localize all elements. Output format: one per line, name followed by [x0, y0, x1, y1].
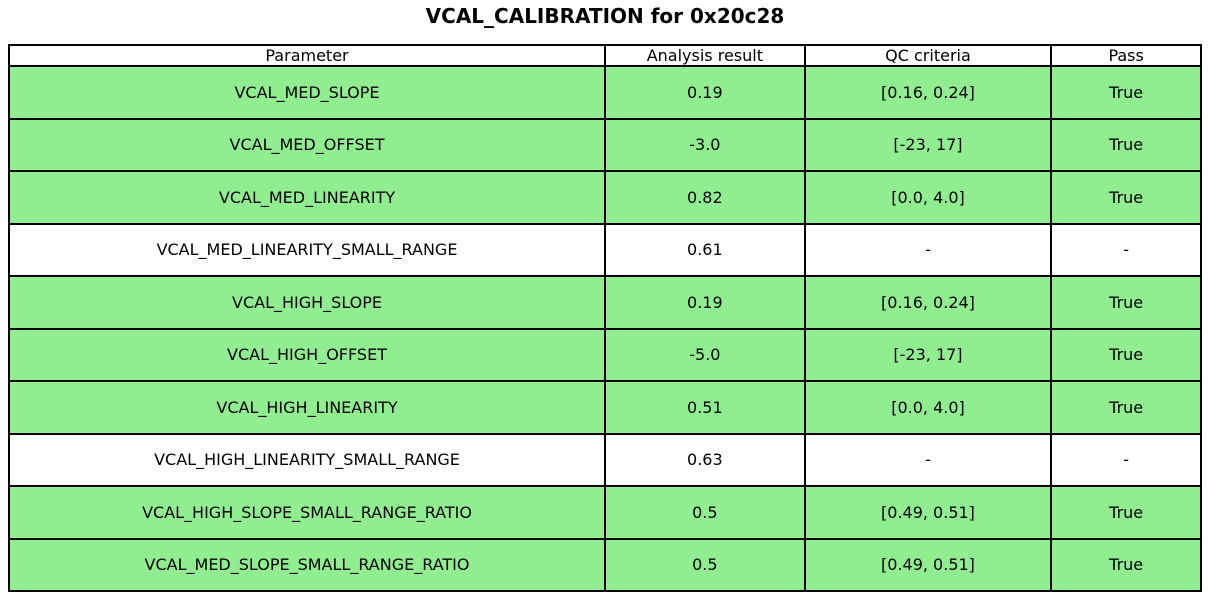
cell-parameter: VCAL_MED_SLOPE_SMALL_RANGE_RATIO	[7, 537, 607, 592]
table-body: VCAL_MED_SLOPE 0.19 [0.16, 0.24] True VCAL_M…	[7, 65, 1202, 592]
column-header-pass: Pass	[1050, 44, 1202, 67]
cell-result: -3.0	[604, 117, 806, 172]
cell-parameter: VCAL_MED_SLOPE	[7, 65, 607, 120]
cell-pass: True	[1050, 327, 1202, 382]
cell-criteria: [0.16, 0.24]	[803, 275, 1053, 330]
column-header-qc-criteria: QC criteria	[803, 44, 1053, 67]
cell-criteria: [0.49, 0.51]	[803, 537, 1053, 592]
cell-result: -5.0	[604, 327, 806, 382]
cell-criteria: [0.49, 0.51]	[803, 485, 1053, 540]
table-row: VCAL_HIGH_SLOPE 0.19 [0.16, 0.24] True	[7, 275, 1202, 330]
cell-parameter: VCAL_HIGH_SLOPE	[7, 275, 607, 330]
cell-pass: True	[1050, 65, 1202, 120]
column-header-analysis-result: Analysis result	[604, 44, 806, 67]
table-row: VCAL_HIGH_SLOPE_SMALL_RANGE_RATIO 0.5 [0.4…	[7, 485, 1202, 540]
cell-parameter: VCAL_MED_OFFSET	[7, 117, 607, 172]
cell-pass: True	[1050, 537, 1202, 592]
cell-pass: True	[1050, 380, 1202, 435]
cell-criteria: -	[803, 432, 1053, 487]
cell-result: 0.61	[604, 222, 806, 277]
cell-criteria: [-23, 17]	[803, 117, 1053, 172]
cell-parameter: VCAL_MED_LINEARITY	[7, 170, 607, 225]
table-row: VCAL_MED_LINEARITY_SMALL_RANGE 0.61- -	[7, 222, 1202, 277]
cell-parameter: VCAL_HIGH_LINEARITY	[7, 380, 607, 435]
cell-pass: -	[1050, 222, 1202, 277]
cell-result: 0.5	[604, 537, 806, 592]
table-row: VCAL_MED_LINEARITY 0.82 [0.0, 4.0] True	[7, 170, 1202, 225]
cell-pass: True	[1050, 117, 1202, 172]
cell-parameter: VCAL_HIGH_LINEARITY_SMALL_RANGE	[7, 432, 607, 487]
cell-parameter: VCAL_HIGH_OFFSET	[7, 327, 607, 382]
table-row: VCAL_HIGH_OFFSET -5.0 [-23, 17] True	[7, 327, 1202, 382]
cell-result: 0.19	[604, 275, 806, 330]
cell-pass: -	[1050, 432, 1202, 487]
table-row: VCAL_MED_SLOPE 0.19 [0.16, 0.24] True	[7, 65, 1202, 120]
cell-criteria: [0.0, 4.0]	[803, 170, 1053, 225]
cell-parameter: VCAL_HIGH_SLOPE_SMALL_RANGE_RATIO	[7, 485, 607, 540]
column-header-parameter: Parameter	[7, 44, 607, 67]
cell-parameter: VCAL_MED_LINEARITY_SMALL_RANGE	[7, 222, 607, 277]
cell-result: 0.82	[604, 170, 806, 225]
cell-criteria: [0.16, 0.24]	[803, 65, 1053, 120]
table-row: VCAL_MED_SLOPE_SMALL_RANGE_RATIO 0.5 [0.49…	[7, 537, 1202, 592]
table-row: VCAL_MED_OFFSET -3.0 [-23, 17] True	[7, 117, 1202, 172]
cell-pass: True	[1050, 275, 1202, 330]
cell-criteria: [-23, 17]	[803, 327, 1053, 382]
cell-pass: True	[1050, 170, 1202, 225]
cell-result: 0.19	[604, 65, 806, 120]
cell-result: 0.5	[604, 485, 806, 540]
cell-result: 0.51	[604, 380, 806, 435]
table-row: VCAL_HIGH_LINEARITY_SMALL_RANGE 0.63- -	[7, 432, 1202, 487]
cell-criteria: -	[803, 222, 1053, 277]
header-row: Parameter Analysis result QC criteria Pa…	[7, 44, 1202, 67]
qc-table: Parameter Analysis result QC criteria Pa…	[7, 44, 1202, 592]
table-title: VCAL_CALIBRATION for 0x20c28	[425, 4, 785, 28]
cell-pass: True	[1050, 485, 1202, 540]
cell-criteria: [0.0, 4.0]	[803, 380, 1053, 435]
cell-result: 0.63	[604, 432, 806, 487]
table-row: VCAL_HIGH_LINEARITY 0.51 [0.0, 4.0] True	[7, 380, 1202, 435]
